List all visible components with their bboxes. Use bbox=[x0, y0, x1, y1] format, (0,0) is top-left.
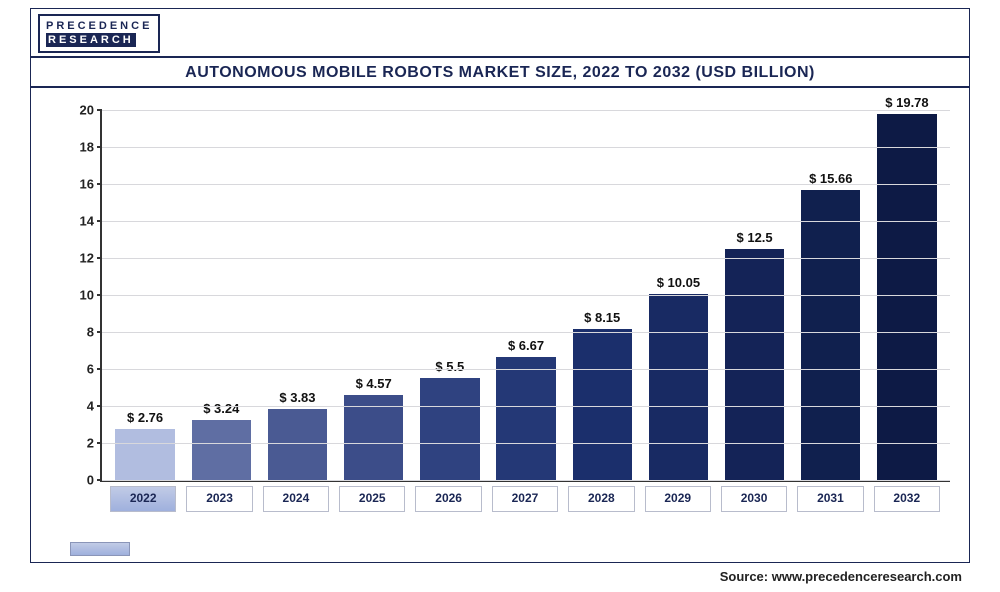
x-axis-label: 2022 bbox=[110, 486, 176, 512]
bar-value-label: $ 8.15 bbox=[584, 310, 620, 325]
bar: $ 15.66 bbox=[801, 190, 860, 480]
grid-line bbox=[102, 369, 950, 370]
y-tick-label: 12 bbox=[72, 251, 102, 266]
bar-value-label: $ 3.83 bbox=[279, 390, 315, 405]
bar: $ 5.5 bbox=[420, 378, 479, 480]
bar-value-label: $ 3.24 bbox=[203, 401, 239, 416]
x-axis-label: 2025 bbox=[339, 486, 405, 512]
y-tick-label: 8 bbox=[72, 325, 102, 340]
x-axis-labels: 2022 2023 2024 2025 2026 2027 2028 2029 2030 2031… bbox=[100, 484, 950, 512]
x-axis-label: 2030 bbox=[721, 486, 787, 512]
grid-line bbox=[102, 480, 950, 481]
bar-value-label: $ 6.67 bbox=[508, 338, 544, 353]
source-text: Source: www.precedenceresearch.com bbox=[720, 569, 962, 584]
logo-line-1: PRECEDENCE bbox=[46, 20, 152, 32]
grid-line bbox=[102, 147, 950, 148]
grid-line bbox=[102, 184, 950, 185]
y-tick-label: 2 bbox=[72, 436, 102, 451]
logo-line-2: RESEARCH bbox=[46, 33, 136, 47]
bar: $ 10.05 bbox=[649, 294, 708, 480]
y-tick-label: 6 bbox=[72, 362, 102, 377]
x-axis-label: 2028 bbox=[568, 486, 634, 512]
x-axis-label: 2032 bbox=[874, 486, 940, 512]
grid-line bbox=[102, 406, 950, 407]
y-tick-label: 0 bbox=[72, 473, 102, 488]
y-tick-label: 16 bbox=[72, 177, 102, 192]
bar: $ 3.83 bbox=[268, 409, 327, 480]
bar: $ 2.76 bbox=[115, 429, 174, 480]
bar-value-label: $ 4.57 bbox=[356, 376, 392, 391]
x-axis-label: 2027 bbox=[492, 486, 558, 512]
grid-line bbox=[102, 110, 950, 111]
bar: $ 4.57 bbox=[344, 395, 403, 480]
y-tick-label: 14 bbox=[72, 214, 102, 229]
y-tick-label: 18 bbox=[72, 140, 102, 155]
bar: $ 3.24 bbox=[192, 420, 251, 480]
x-axis-label: 2023 bbox=[186, 486, 252, 512]
bar-value-label: $ 5.5 bbox=[435, 359, 464, 374]
y-tick-label: 10 bbox=[72, 288, 102, 303]
plot-area: $ 2.76 $ 3.24 $ 3.83 $ 4.57 $ 5.5 $ 6.67 $ 8.1… bbox=[100, 110, 950, 482]
bar: $ 8.15 bbox=[573, 329, 632, 480]
bar: $ 12.5 bbox=[725, 249, 784, 480]
grid-line bbox=[102, 221, 950, 222]
bar: $ 19.78 bbox=[877, 114, 936, 480]
bar-chart: $ 2.76 $ 3.24 $ 3.83 $ 4.57 $ 5.5 $ 6.67 $ 8.1… bbox=[60, 110, 950, 512]
grid-line bbox=[102, 258, 950, 259]
grid-line bbox=[102, 295, 950, 296]
bar-value-label: $ 19.78 bbox=[885, 95, 928, 110]
x-axis-label: 2031 bbox=[797, 486, 863, 512]
brand-logo: PRECEDENCE RESEARCH bbox=[38, 14, 160, 53]
y-tick-label: 4 bbox=[72, 399, 102, 414]
y-tick-label: 20 bbox=[72, 103, 102, 118]
grid-line bbox=[102, 443, 950, 444]
chart-title: AUTONOMOUS MOBILE ROBOTS MARKET SIZE, 20… bbox=[31, 56, 969, 88]
x-axis-label: 2024 bbox=[263, 486, 329, 512]
x-axis-label: 2029 bbox=[645, 486, 711, 512]
bar-value-label: $ 10.05 bbox=[657, 275, 700, 290]
grid-line bbox=[102, 332, 950, 333]
legend-swatch bbox=[70, 542, 130, 556]
bar-value-label: $ 2.76 bbox=[127, 410, 163, 425]
bar: $ 6.67 bbox=[496, 357, 555, 480]
bar-value-label: $ 12.5 bbox=[737, 230, 773, 245]
x-axis-label: 2026 bbox=[415, 486, 481, 512]
